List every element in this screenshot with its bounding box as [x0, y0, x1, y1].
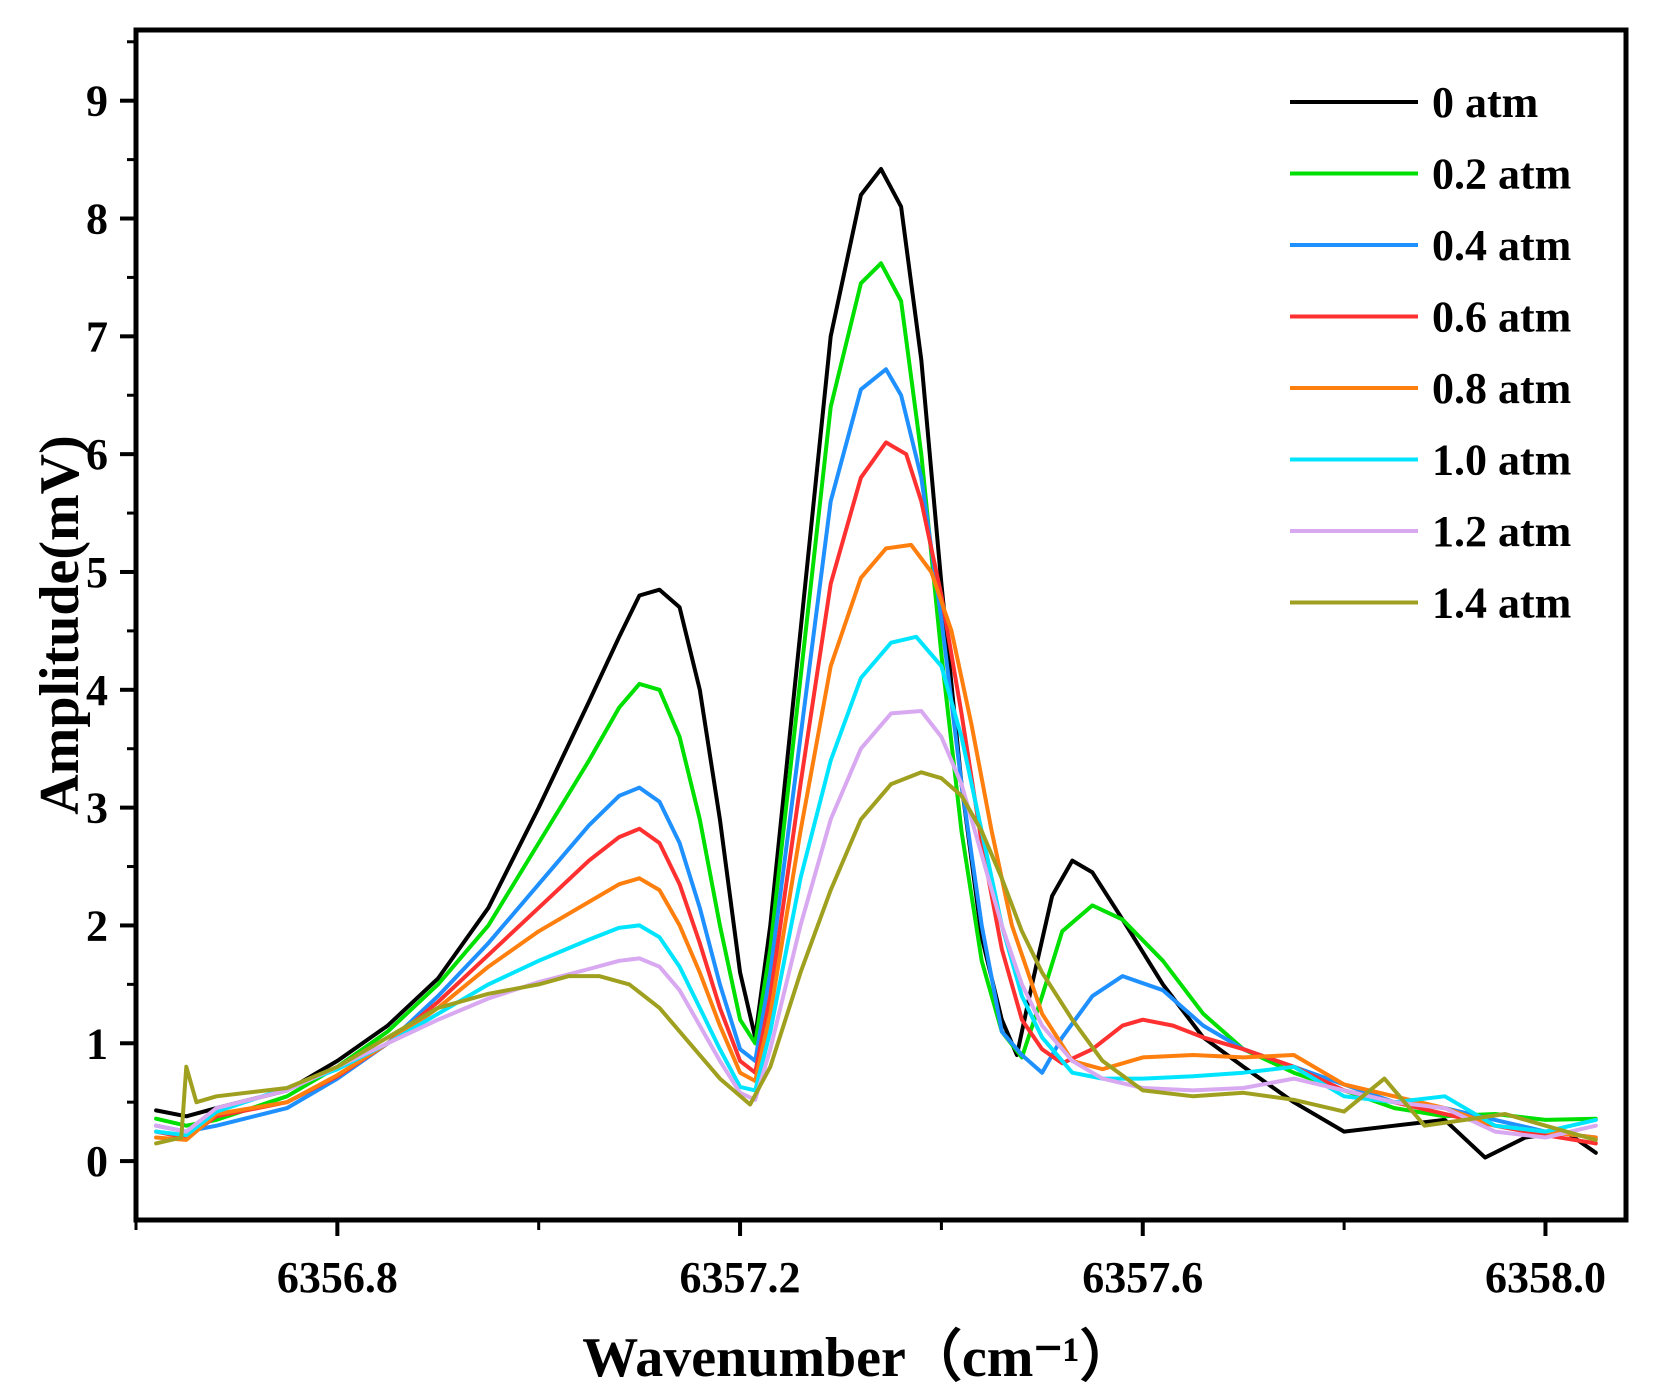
x-tick-label: 6357.6	[1082, 1253, 1203, 1302]
y-tick-label: 7	[86, 312, 108, 361]
legend-label: 0.4 atm	[1432, 221, 1571, 270]
y-tick-label: 6	[86, 430, 108, 479]
series-line-7	[154, 770, 1598, 1146]
legend-label: 1.4 atm	[1432, 579, 1571, 628]
ticks-layer: 6356.8 6357.2 6357.6 6358.0 0 1 2 3 4 5 6 7 8 9	[86, 40, 1606, 1302]
y-tick-label: 0	[86, 1137, 108, 1186]
series-line-6	[154, 709, 1598, 1140]
legend-label: 0 atm	[1432, 78, 1538, 127]
y-tick-label: 8	[86, 195, 108, 244]
series-line-5	[154, 634, 1598, 1138]
y-tick-label: 4	[86, 666, 108, 715]
y-tick-label: 1	[86, 1019, 108, 1068]
x-tick-label: 6357.2	[680, 1253, 801, 1302]
y-tick-label: 5	[86, 548, 108, 597]
legend-label: 1.2 atm	[1432, 507, 1571, 556]
legend-label: 1.0 atm	[1432, 436, 1571, 485]
x-tick-label: 6358.0	[1485, 1253, 1606, 1302]
x-axis-title: Wavenumber（cm⁻¹）	[582, 1326, 1135, 1389]
series-layer	[154, 167, 1598, 1160]
legend-label: 0.8 atm	[1432, 364, 1571, 413]
y-tick-label: 2	[86, 901, 108, 950]
plot-frame	[133, 27, 1629, 1223]
legend: 0 atm 0.2 atm 0.4 atm 0.6 atm 0.8 atm 1.0 atm…	[1290, 78, 1571, 628]
legend-label: 0.6 atm	[1432, 293, 1571, 342]
x-tick-label: 6356.8	[277, 1253, 398, 1302]
legend-label: 0.2 atm	[1432, 150, 1571, 199]
y-axis-title: Amplitude(mV)	[29, 435, 91, 815]
y-tick-label: 3	[86, 784, 108, 833]
y-tick-label: 9	[86, 77, 108, 126]
series-line-4	[154, 542, 1598, 1142]
series-line-3	[154, 440, 1598, 1146]
